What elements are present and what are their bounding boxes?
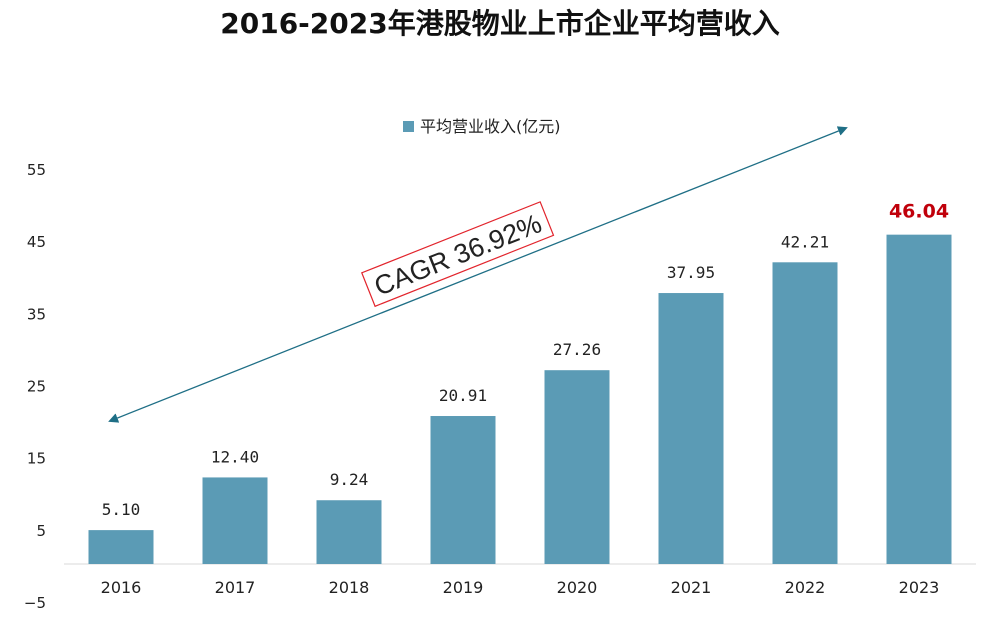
x-tick-label: 2022	[785, 578, 826, 597]
data-label: 42.21	[781, 232, 829, 251]
cagr-trend-arrow	[108, 126, 848, 423]
data-label: 27.26	[553, 340, 601, 359]
y-tick-label: 55	[27, 161, 46, 179]
cagr-label: CAGR 36.92%	[370, 208, 546, 301]
data-label: 9.24	[330, 470, 369, 489]
data-label: 12.40	[211, 447, 259, 466]
x-axis: 2016 2017 2018 2019 2020 2021 2022 2023	[101, 578, 940, 597]
x-tick-label: 2018	[329, 578, 370, 597]
bar	[430, 416, 496, 564]
y-tick-label: −5	[24, 594, 46, 612]
y-tick-label: 45	[27, 233, 46, 251]
x-tick-label: 2021	[671, 578, 712, 597]
legend: 平均营业收入(亿元)	[403, 117, 561, 136]
bar	[658, 293, 724, 564]
bar	[316, 500, 382, 564]
y-tick-label: 5	[36, 522, 46, 540]
bar	[772, 262, 838, 564]
data-label: 20.91	[439, 386, 487, 405]
y-tick-label: 35	[27, 305, 46, 323]
bar	[88, 530, 154, 564]
x-tick-label: 2023	[899, 578, 940, 597]
x-tick-label: 2020	[557, 578, 598, 597]
bar-series	[88, 234, 952, 565]
chart-title: 2016-2023年港股物业上市企业平均营收入	[220, 7, 779, 40]
y-tick-label: 25	[27, 378, 46, 396]
x-tick-label: 2019	[443, 578, 484, 597]
x-tick-label: 2017	[215, 578, 256, 597]
data-label: 5.10	[102, 500, 141, 519]
data-label: 37.95	[667, 263, 715, 282]
legend-swatch	[403, 121, 414, 132]
legend-label: 平均营业收入(亿元)	[420, 117, 561, 136]
cagr-label-box	[360, 201, 555, 308]
cagr-annotation: CAGR 36.92%	[108, 126, 848, 423]
y-axis: 55 45 35 25 15 5 −5	[24, 161, 46, 612]
bar	[544, 370, 610, 564]
data-label: 46.04	[889, 201, 949, 223]
bar	[886, 234, 952, 565]
bar	[202, 477, 268, 564]
y-tick-label: 15	[27, 450, 46, 468]
x-tick-label: 2016	[101, 578, 142, 597]
